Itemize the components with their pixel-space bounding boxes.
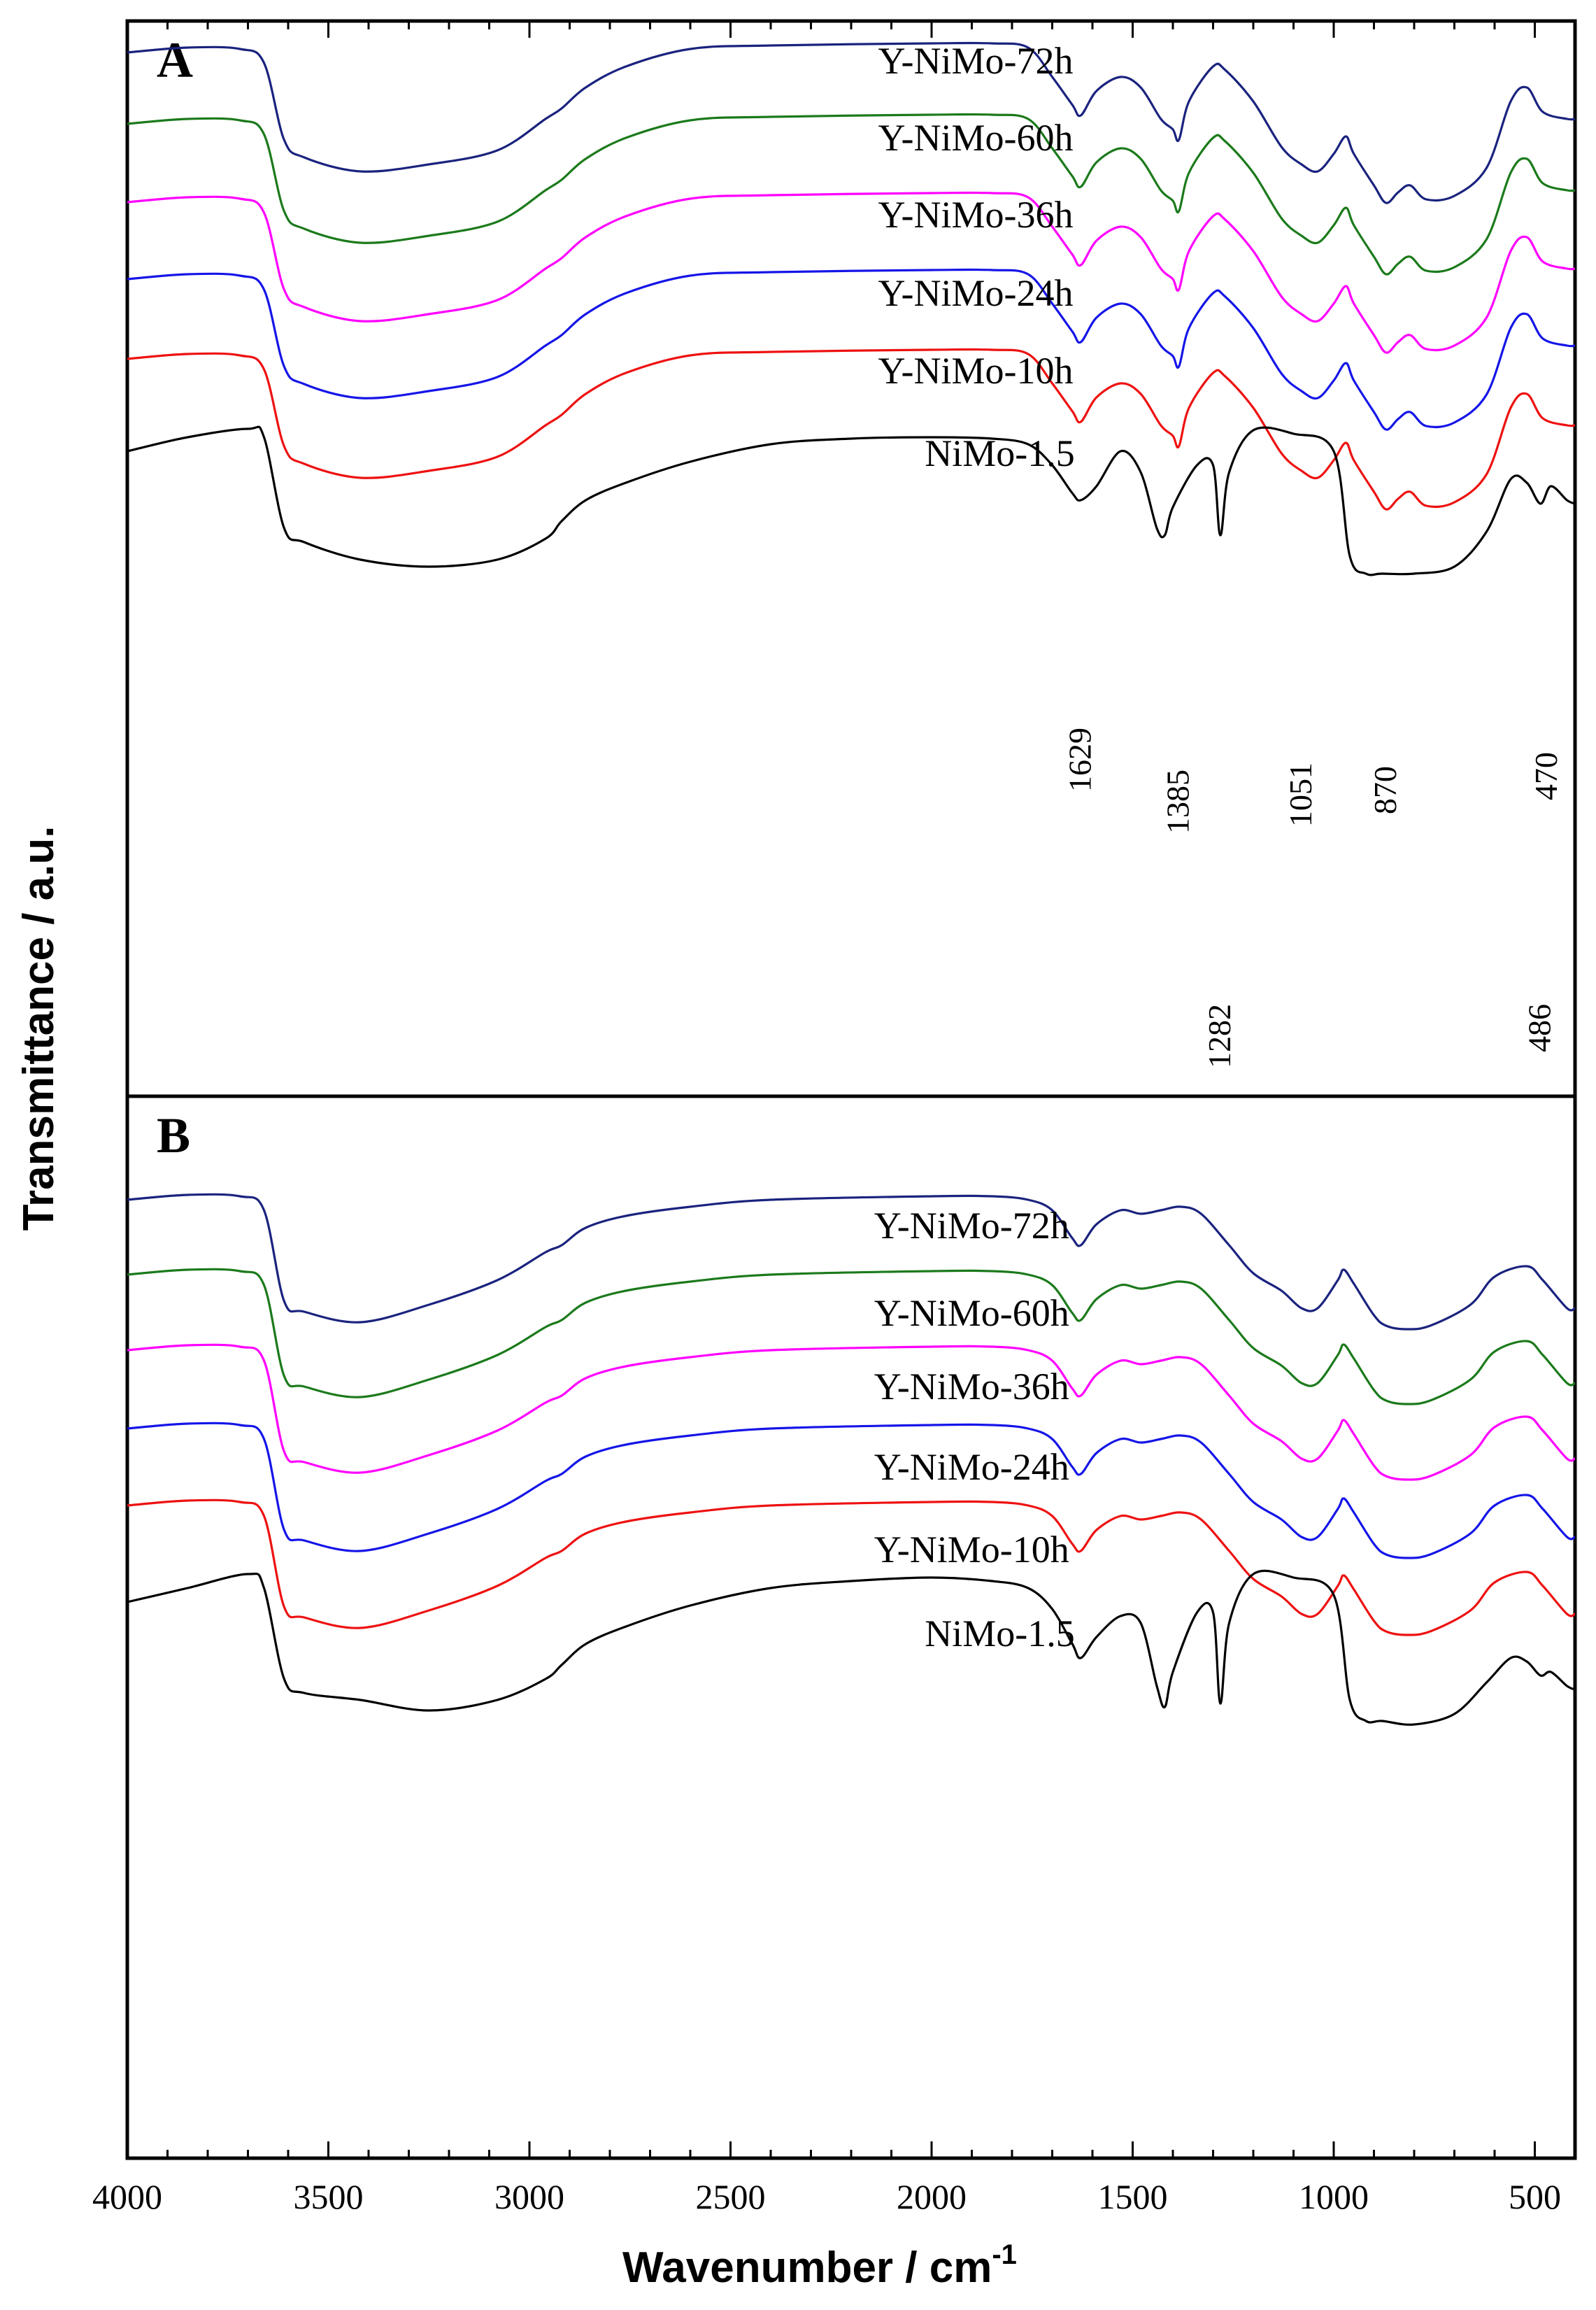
series-label: Y-NiMo-36h [874,1366,1069,1408]
series-line-y-nimo-24h [127,268,1576,431]
y-axis-title: Transmittance / a.u. [15,826,63,1231]
series-line-y-nimo-36h [127,191,1576,354]
peak-annotation: 1385 [1160,770,1196,834]
x-tick-label: 500 [1509,2177,1561,2216]
x-axis-title: Wavenumber / cm-1 [622,2239,1017,2292]
x-tick-label: 1500 [1098,2177,1168,2216]
series-label: Y-NiMo-60h [874,1292,1069,1334]
series-line-nimo-1.5 [127,1569,1576,1726]
series-label: NiMo-1.5 [925,432,1075,474]
series-line-y-nimo-72h [127,41,1576,204]
series-label: Y-NiMo-24h [874,1446,1069,1488]
series-label: Y-NiMo-36h [878,194,1074,236]
series-line-y-nimo-10h [127,1498,1576,1636]
series-line-y-nimo-36h [127,1343,1576,1481]
x-tick-label: 2500 [696,2177,766,2216]
series-line-y-nimo-10h [127,348,1576,511]
panel-b: B Y-NiMo-72h Y-NiMo-60h Y-NiMo-36h Y-NiMo-24… [125,1094,1577,2160]
panel-a-frame [125,19,1577,1098]
series-label: Y-NiMo-60h [878,117,1074,159]
series-line-y-nimo-60h [127,1268,1576,1405]
series-label: Y-NiMo-10h [874,1529,1069,1571]
series-label: Y-NiMo-72h [874,1205,1069,1247]
x-tick-label: 3500 [294,2177,364,2216]
series-line-y-nimo-60h [127,113,1576,276]
peak-annotation: 870 [1367,766,1403,814]
peak-annotation: 486 [1522,1004,1558,1052]
series-line-y-nimo-72h [127,1193,1576,1331]
peak-annotation: 1051 [1283,763,1318,827]
series-label: Y-NiMo-72h [878,40,1074,82]
panel-a: A Y-NiMo-72h Y-NiMo-60h Y-NiMo-36h Y-NiMo-24… [125,19,1577,1098]
panel-label: B [157,1107,190,1163]
series-line-y-nimo-24h [127,1422,1576,1559]
x-axis: 4000 3500 3000 2500 2000 1500 1000 500 [92,21,1561,2216]
series-label: Y-NiMo-10h [878,350,1074,392]
peak-annotation: 470 [1528,752,1564,800]
peak-annotation: 1282 [1202,1004,1237,1068]
plot-layer: A Y-NiMo-72h Y-NiMo-60h Y-NiMo-36h Y-NiMo-24… [92,19,1577,2216]
x-tick-label: 1000 [1299,2177,1369,2216]
peak-annotation: 1629 [1062,728,1097,792]
series-line-nimo-1.5 [127,425,1576,576]
panel-label: A [157,32,193,88]
x-tick-label: 4000 [92,2177,162,2216]
x-tick-label: 3000 [494,2177,564,2216]
x-tick-label: 2000 [897,2177,967,2216]
series-label: NiMo-1.5 [925,1613,1075,1654]
series-label: Y-NiMo-24h [878,272,1074,314]
x-axis-title-superscript: -1 [992,2239,1017,2270]
x-axis-title-text: Wavenumber / cm [622,2244,992,2292]
